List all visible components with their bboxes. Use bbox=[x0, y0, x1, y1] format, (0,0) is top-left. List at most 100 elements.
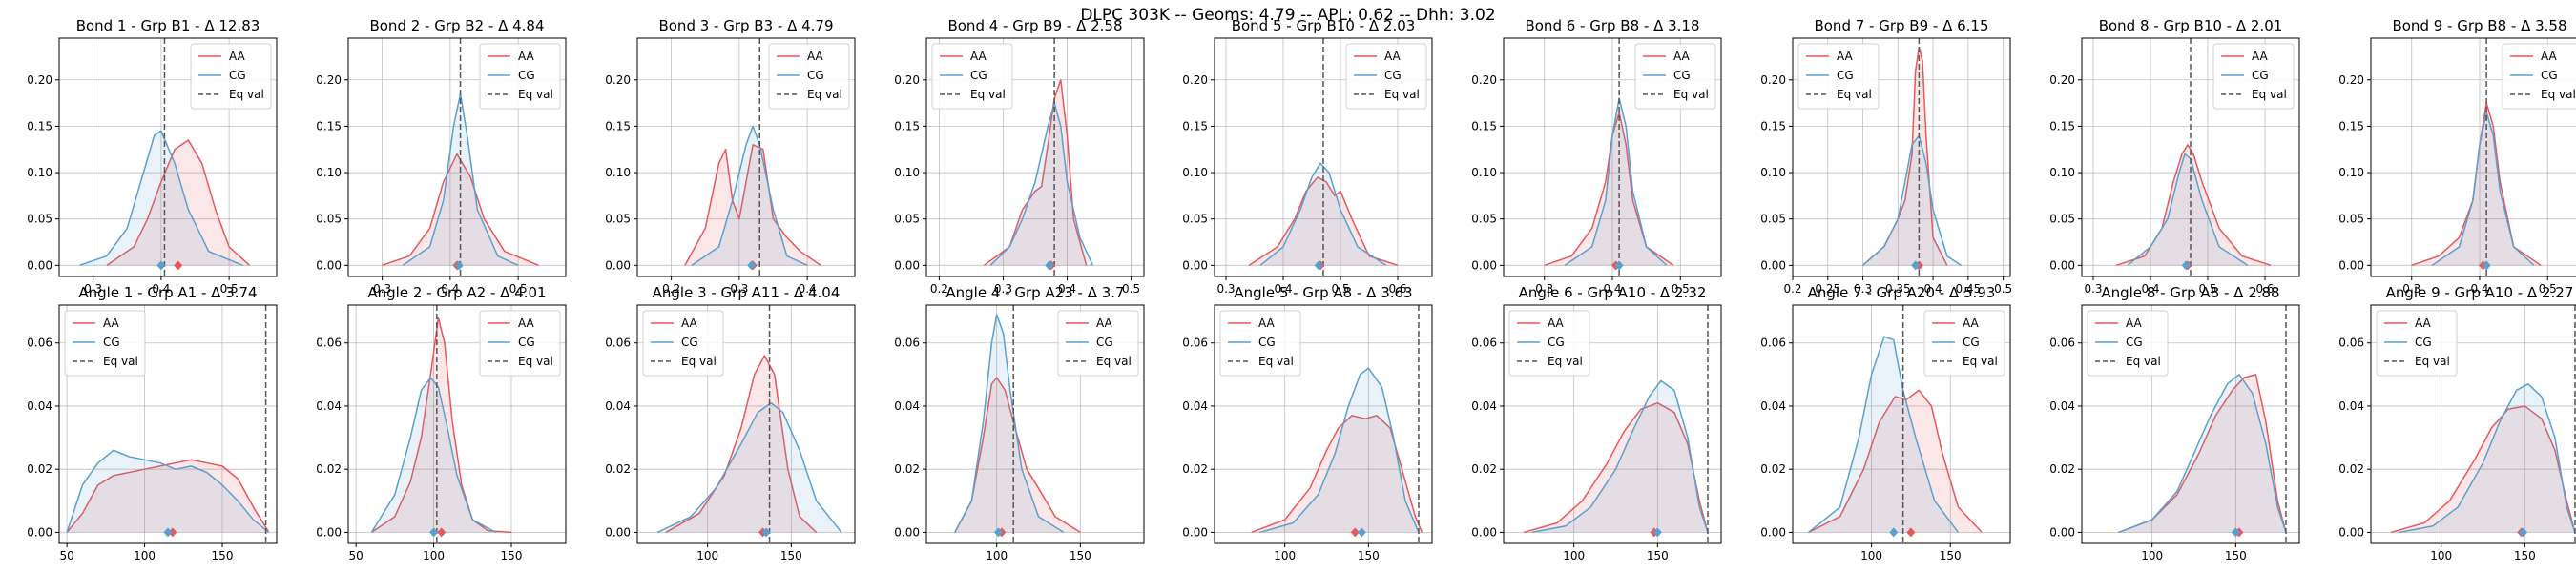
legend: AA CG Eq val bbox=[479, 43, 561, 110]
mean-marker-cg bbox=[1357, 527, 1366, 538]
axes-frame bbox=[1214, 304, 1433, 544]
legend-label-aa: AA bbox=[518, 50, 535, 63]
series-fill-aa bbox=[1251, 415, 1423, 533]
legend-box bbox=[1057, 310, 1139, 377]
x-tick-label: 0.4 bbox=[1274, 282, 1292, 296]
mean-marker-cg bbox=[2181, 260, 2191, 271]
legend-label-cg: CG bbox=[1837, 69, 1854, 82]
y-tick-label: 0.06 bbox=[2338, 337, 2364, 350]
subplot-title: Bond 5 - Grp B10 - Δ 2.03 bbox=[1232, 17, 1416, 34]
mean-marker-cg bbox=[429, 527, 439, 538]
subplot-7: 0.2 0.25 0.3 0.35 0.4 0.45 0.5 0.00 0.05 0.10 0.15… bbox=[1760, 17, 2012, 296]
subplot-title: Angle 2 - Grp A2 - Δ 4.01 bbox=[367, 284, 546, 301]
x-tick-label: 0.2 bbox=[662, 282, 680, 296]
subplot-title: Angle 4 - Grp A23 - Δ 3.7 bbox=[945, 284, 1124, 301]
series-fill-aa bbox=[954, 378, 1081, 533]
legend-label-cg: CG bbox=[103, 336, 120, 349]
y-tick-label: 0.00 bbox=[605, 525, 631, 539]
x-tick-label: 0.3 bbox=[84, 282, 102, 296]
x-tick-label: 0.45 bbox=[1956, 282, 1982, 296]
legend: AA CG Eq val bbox=[1634, 43, 1716, 110]
subplot-title: Angle 7 - Grp A20 - Δ 5.93 bbox=[1808, 284, 1996, 301]
y-tick-label: 0.04 bbox=[1760, 399, 1786, 413]
y-tick-label: 0.10 bbox=[1471, 166, 1497, 179]
y-tick-label: 0.05 bbox=[27, 213, 52, 226]
y-tick-label: 0.15 bbox=[894, 119, 920, 133]
x-tick-label: 150 bbox=[2225, 549, 2247, 562]
y-tick-label: 0.15 bbox=[316, 119, 342, 133]
series-line-cg bbox=[1259, 367, 1420, 534]
subplot-title: Angle 6 - Grp A10 - Δ 2.32 bbox=[1519, 284, 1707, 301]
y-tick-label: 0.04 bbox=[605, 399, 631, 413]
subplot-title: Bond 3 - Grp B3 - Δ 4.79 bbox=[658, 17, 833, 34]
legend-box bbox=[479, 310, 561, 377]
series-line-cg bbox=[2118, 374, 2287, 534]
series-line-aa bbox=[2411, 102, 2542, 267]
plot-area bbox=[2411, 38, 2542, 276]
series-line-cg bbox=[1862, 134, 1962, 266]
x-tick-label: 0.5 bbox=[1994, 282, 2012, 296]
mean-marker-cg bbox=[1614, 260, 1624, 271]
y-tick-label: 0.15 bbox=[1760, 119, 1786, 133]
y-tick-label: 0.20 bbox=[2338, 73, 2364, 87]
legend: AA CG Eq val bbox=[768, 43, 850, 110]
legend-box bbox=[1508, 310, 1590, 377]
series-fill-cg bbox=[954, 314, 1064, 533]
legend-box bbox=[2212, 43, 2295, 110]
series-fill-cg bbox=[1808, 337, 1959, 533]
y-tick-label: 0.00 bbox=[2049, 525, 2075, 539]
mean-marker-cg bbox=[2482, 260, 2491, 271]
legend-label-aa: AA bbox=[1258, 317, 1276, 330]
y-tick-label: 0.05 bbox=[1182, 213, 1208, 226]
series-line-cg bbox=[691, 125, 808, 267]
legend-label-eq: Eq val bbox=[1673, 88, 1709, 101]
series-line-aa bbox=[1544, 112, 1674, 267]
y-tick-label: 0.10 bbox=[1182, 166, 1208, 179]
legend-label-eq: Eq val bbox=[1258, 355, 1294, 368]
plot-area bbox=[382, 38, 539, 276]
x-tick-label: 150 bbox=[1358, 549, 1380, 562]
x-tick-label: 0.5 bbox=[2539, 282, 2557, 296]
subplot-6: 0.3 0.4 0.5 0.00 0.05 0.10 0.15 0.20 Bond 6 - Gr… bbox=[1471, 17, 1722, 296]
legend-box bbox=[2087, 310, 2169, 377]
y-tick-label: 0.00 bbox=[316, 258, 342, 272]
x-tick-label: 150 bbox=[2514, 549, 2536, 562]
axes-frame bbox=[1503, 304, 1722, 544]
legend-box bbox=[1345, 43, 1427, 110]
series-fill-cg bbox=[990, 103, 1093, 266]
x-tick-label: 0.4 bbox=[1924, 282, 1942, 296]
y-tick-label: 0.02 bbox=[316, 462, 342, 476]
series-line-aa bbox=[66, 459, 270, 533]
legend-label-aa: AA bbox=[970, 50, 987, 63]
y-tick-label: 0.06 bbox=[1760, 337, 1786, 350]
x-tick-label: 0.3 bbox=[373, 282, 391, 296]
legend-label-eq: Eq val bbox=[2415, 355, 2450, 368]
legend-box bbox=[1923, 310, 2005, 377]
subplot-title: Bond 7 - Grp B9 - Δ 6.15 bbox=[1814, 17, 1988, 34]
y-tick-label: 0.02 bbox=[27, 462, 52, 476]
y-tick-label: 0.06 bbox=[27, 337, 52, 350]
axes-frame bbox=[58, 37, 278, 277]
legend-label-aa: AA bbox=[1096, 317, 1113, 330]
plot-area bbox=[1808, 305, 1983, 543]
legend-label-cg: CG bbox=[1963, 336, 1980, 349]
subplot-16: 100 150 0.00 0.02 0.04 0.06 Angle 7 - Grp A20 … bbox=[1760, 284, 2011, 562]
series-line-aa bbox=[2118, 374, 2287, 534]
y-tick-label: 0.00 bbox=[894, 258, 920, 272]
series-fill-cg bbox=[2432, 112, 2534, 266]
legend: AA CG Eq val bbox=[479, 310, 561, 377]
x-tick-label: 100 bbox=[986, 549, 1008, 562]
y-tick-label: 0.10 bbox=[316, 166, 342, 179]
mean-marker-cg bbox=[1045, 260, 1054, 271]
legend-box bbox=[768, 43, 850, 110]
y-tick-label: 0.10 bbox=[2338, 166, 2364, 179]
plot-area bbox=[2115, 38, 2272, 276]
mean-marker-cg bbox=[1652, 527, 1662, 538]
legend-label-cg: CG bbox=[1673, 69, 1691, 82]
mean-marker-cg bbox=[747, 260, 757, 271]
x-tick-label: 0.3 bbox=[1535, 282, 1553, 296]
x-tick-label: 0.25 bbox=[1815, 282, 1840, 296]
series-fill-aa bbox=[371, 317, 511, 533]
legend: AA CG Eq val bbox=[1219, 310, 1301, 377]
legend-label-eq: Eq val bbox=[2252, 88, 2287, 101]
